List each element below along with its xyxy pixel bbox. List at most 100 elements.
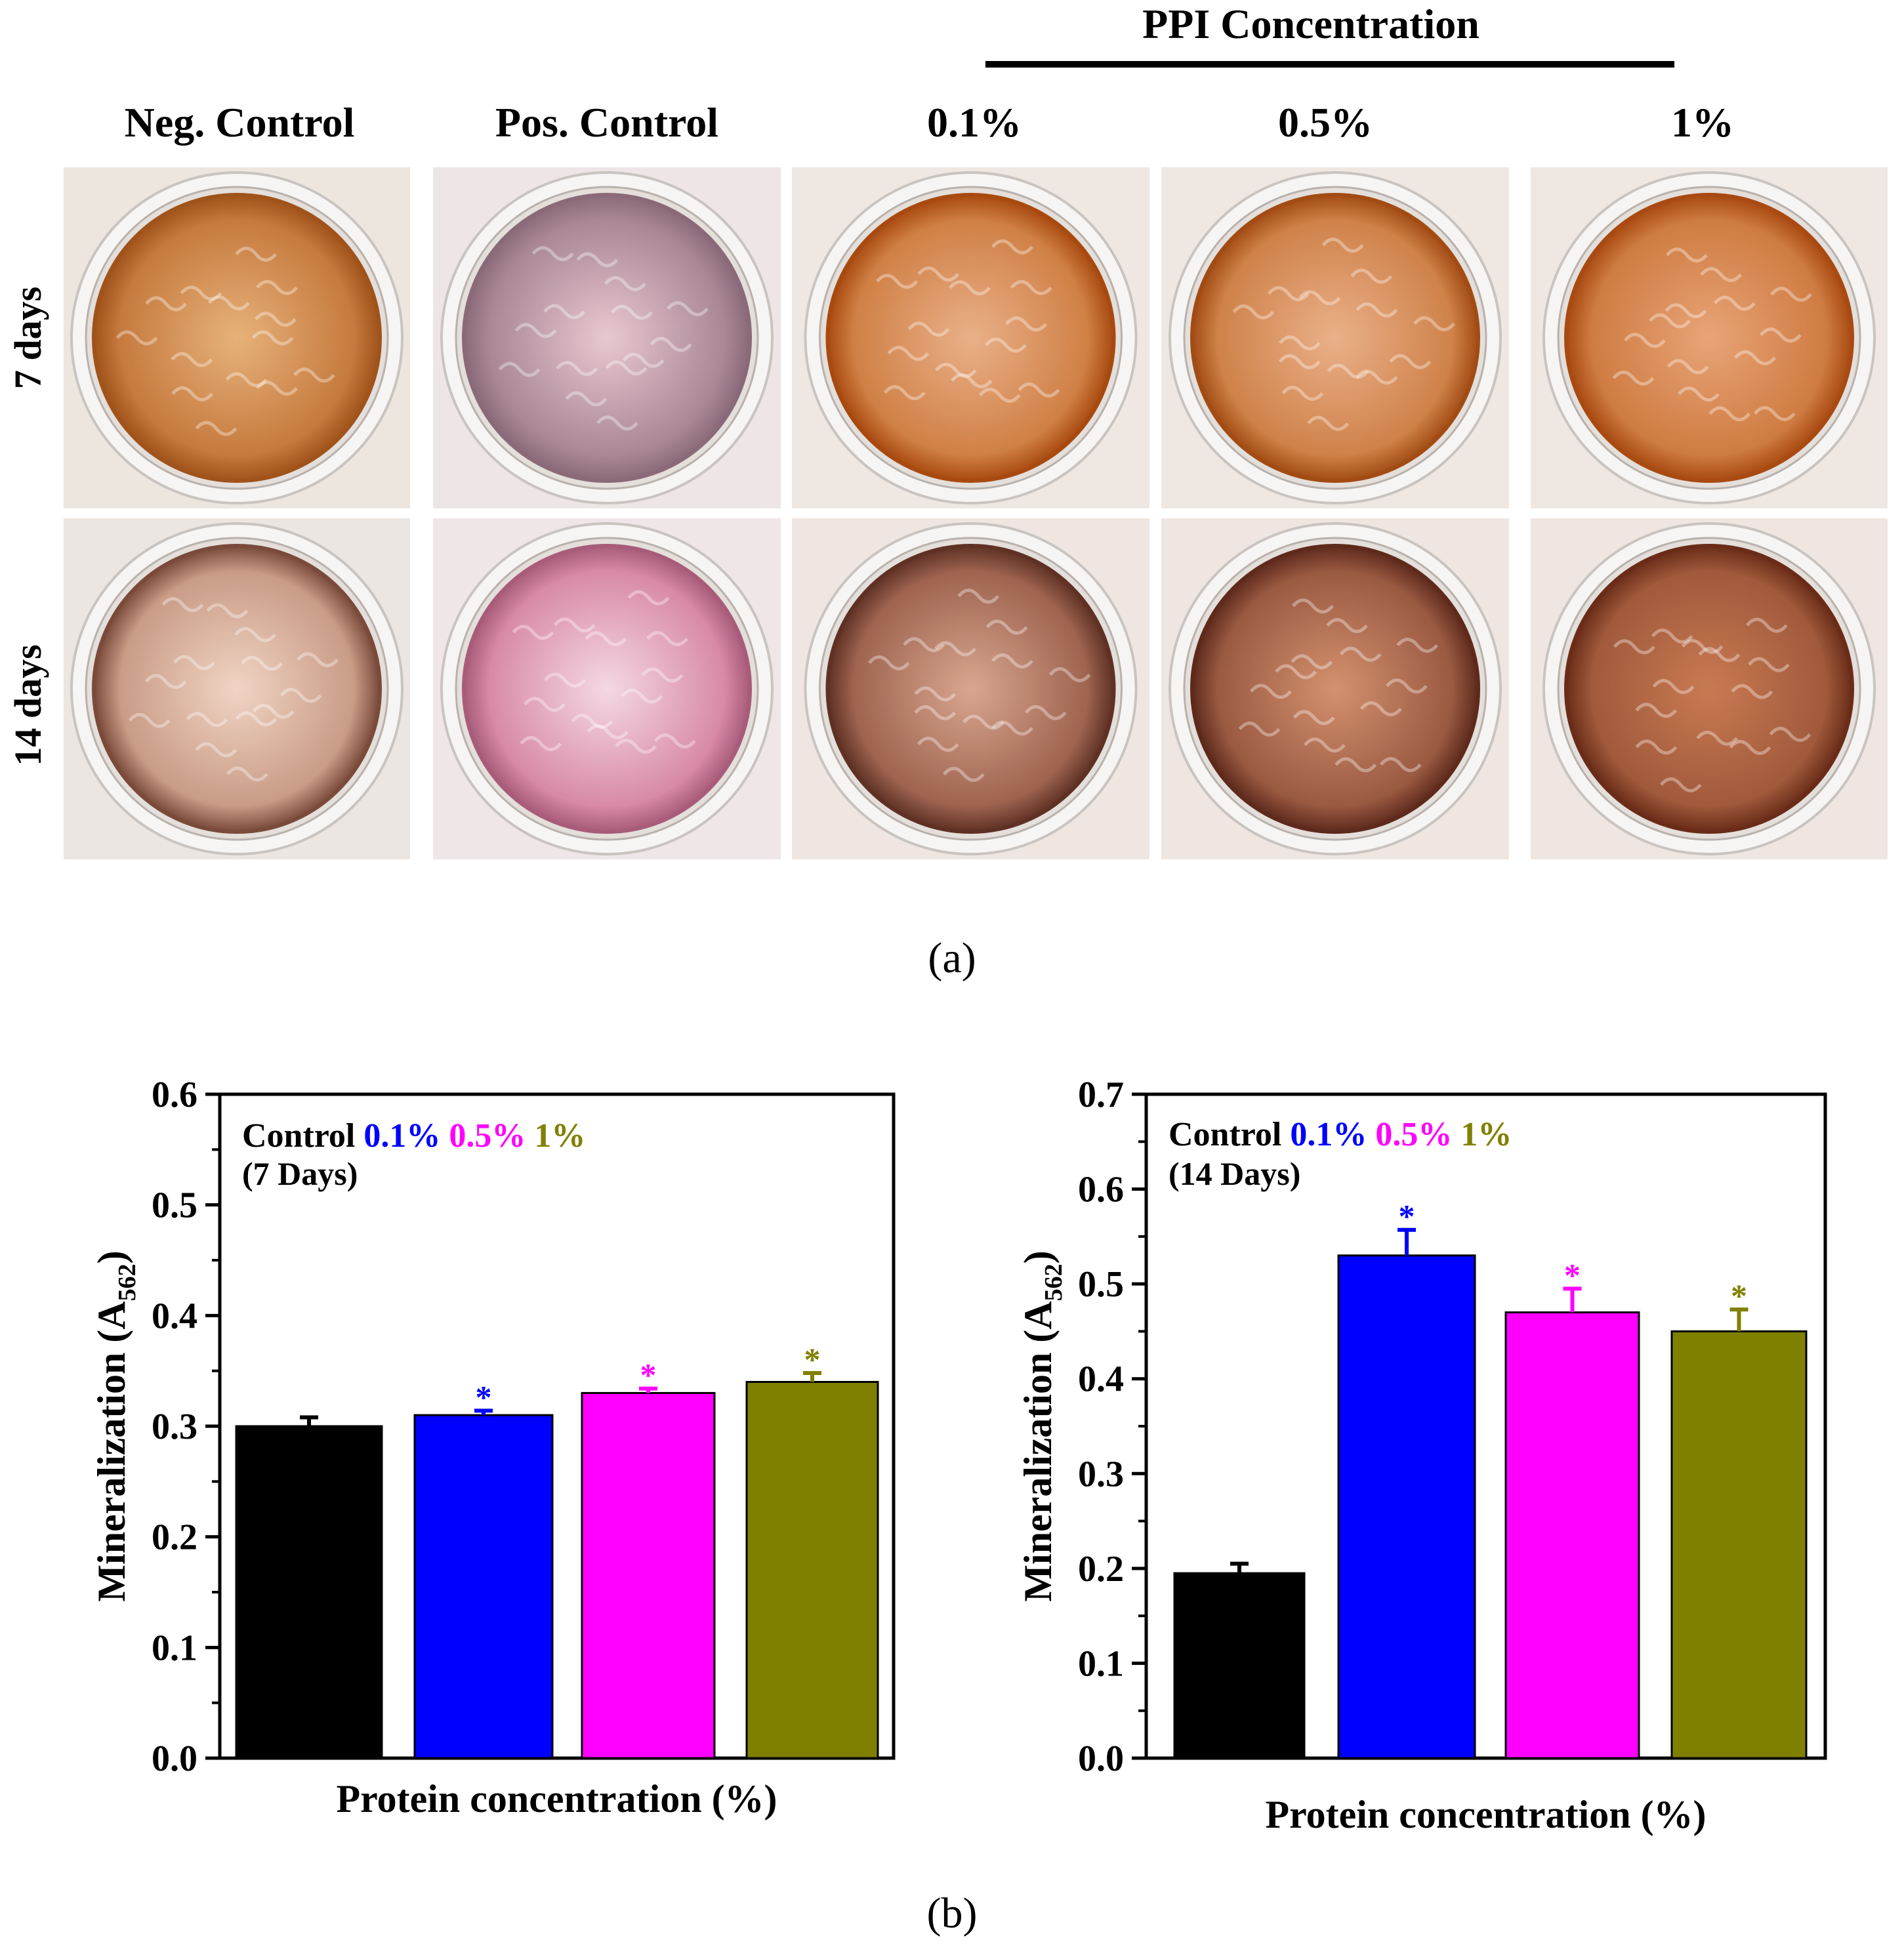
culture-texture-strand <box>543 304 585 319</box>
culture-texture-strand <box>1734 350 1776 365</box>
culture-texture-strand <box>1304 737 1346 753</box>
y-tick-label: 0.5 <box>1078 1264 1124 1305</box>
y-tick-label: 0.0 <box>1078 1738 1124 1779</box>
culture-texture-strand <box>1335 757 1377 773</box>
culture-texture-strand <box>241 655 283 671</box>
culture-texture-strand <box>297 652 339 668</box>
y-tick-label: 0.5 <box>152 1185 197 1226</box>
well-stained-culture <box>1190 544 1480 834</box>
culture-texture-strand <box>587 724 629 739</box>
culture-texture-strand <box>1379 757 1422 772</box>
culture-texture-strand <box>1005 316 1048 332</box>
y-axis-label: Mineralization (A562) <box>1016 1250 1067 1601</box>
well-photo <box>1161 518 1509 859</box>
culture-texture-strand <box>180 285 222 301</box>
y-tick-label: 0.0 <box>152 1738 197 1779</box>
culture-texture-strand <box>1018 382 1060 398</box>
culture-texture-strand <box>1298 290 1341 306</box>
culture-texture-strand <box>186 712 228 728</box>
culture-texture-strand <box>605 360 648 376</box>
culture-texture-strand <box>650 337 692 352</box>
culture-texture-strand <box>256 279 299 295</box>
ppi-concentration-header: PPI Concentration <box>1142 1 1480 47</box>
culture-texture-strand <box>1281 386 1324 401</box>
culture-texture-strand <box>604 276 646 291</box>
culture-texture-strand <box>1356 369 1398 385</box>
well-stained-culture <box>92 193 382 483</box>
culture-texture-strand <box>1356 302 1398 318</box>
x-axis-label: Protein concentration (%) <box>336 1777 777 1820</box>
y-tick-label: 0.7 <box>1078 1075 1124 1115</box>
culture-texture-strand <box>171 352 213 367</box>
culture-texture-strand <box>1275 664 1317 680</box>
culture-texture-strand <box>145 296 187 312</box>
well-photo <box>64 167 410 508</box>
culture-texture-strand <box>279 688 322 703</box>
culture-texture-strand <box>576 252 619 268</box>
culture-texture-strand <box>1612 370 1655 386</box>
culture-texture-strand <box>523 697 566 712</box>
culture-texture-strand <box>1729 739 1771 755</box>
culture-texture-strand <box>1048 667 1091 682</box>
culture-texture-strand <box>1652 679 1695 695</box>
y-tick-label: 0.4 <box>152 1296 197 1336</box>
culture-texture-strand <box>883 385 926 401</box>
column-label-0-5-percent: 0.5% <box>1278 99 1373 146</box>
culture-texture-strand <box>195 742 238 758</box>
significance-marker: * <box>1564 1256 1581 1293</box>
culture-texture-strand <box>1745 617 1788 633</box>
y-tick-label: 0.2 <box>1078 1549 1124 1590</box>
culture-texture-strand <box>235 711 278 727</box>
chart-7-days: 0.0 0.1 0.2 0.3 0.4 0.5 0.6 * * * Control 0.1% 0.5… <box>90 1075 896 1820</box>
day-annotation: (7 Days) <box>242 1155 358 1192</box>
panel-a-caption: (a) <box>928 934 976 982</box>
culture-texture-strand <box>646 630 689 646</box>
legend: Control 0.1% 0.5% 1% <box>1169 1116 1512 1153</box>
culture-texture-strand <box>571 714 613 729</box>
significance-marker: * <box>1731 1277 1747 1314</box>
legend-entry: 0.5% <box>1367 1116 1452 1153</box>
culture-texture-strand <box>514 323 557 339</box>
culture-texture-strand <box>1769 726 1811 742</box>
culture-texture-strand <box>225 372 268 388</box>
culture-texture-strand <box>115 330 158 346</box>
culture-texture-strand <box>1396 638 1439 653</box>
culture-texture-strand <box>1700 267 1742 283</box>
culture-texture-strand <box>1307 415 1350 431</box>
culture-texture-strand <box>950 373 993 388</box>
well-stained-culture <box>462 193 752 483</box>
culture-texture-strand <box>161 597 204 613</box>
culture-texture-strand <box>934 641 977 657</box>
culture-texture-strand <box>1350 268 1393 284</box>
culture-texture-strand <box>553 617 596 633</box>
culture-texture-strand <box>1327 363 1369 379</box>
culture-texture-strand <box>991 653 1033 668</box>
bar <box>413 1414 554 1759</box>
culture-texture-strand <box>1413 316 1455 331</box>
culture-texture-strand <box>667 301 709 317</box>
day-annotation: (14 Days) <box>1169 1155 1300 1192</box>
panel-a-photo-grid: PPI Concentration Neg. Control Pos. Cont… <box>7 1 1888 982</box>
bar <box>1504 1311 1640 1759</box>
legend-entry: 1% <box>526 1117 585 1155</box>
y-tick-label: 0.3 <box>152 1407 197 1447</box>
culture-texture-strand <box>1696 730 1739 746</box>
culture-texture-strand <box>1681 638 1724 654</box>
y-tick-label: 0.1 <box>152 1628 197 1668</box>
culture-texture-strand <box>962 714 1004 730</box>
well-photo <box>64 518 410 859</box>
culture-texture-strand <box>957 588 1000 604</box>
y-axis-label-end: ) <box>1016 1250 1060 1263</box>
significance-marker: * <box>1399 1198 1415 1235</box>
significance-marker: * <box>640 1357 657 1393</box>
culture-texture-strand <box>596 415 638 431</box>
culture-texture-strand <box>1278 354 1321 369</box>
culture-texture-strand <box>235 247 278 262</box>
panel-b-caption: (b) <box>927 1889 978 1937</box>
column-label-neg-control: Neg. Control <box>125 99 355 146</box>
culture-texture-strand <box>903 637 945 653</box>
bar <box>581 1391 716 1759</box>
culture-texture-strand <box>1292 598 1334 614</box>
culture-texture-strand <box>1389 354 1432 369</box>
culture-texture-strand <box>544 672 586 688</box>
